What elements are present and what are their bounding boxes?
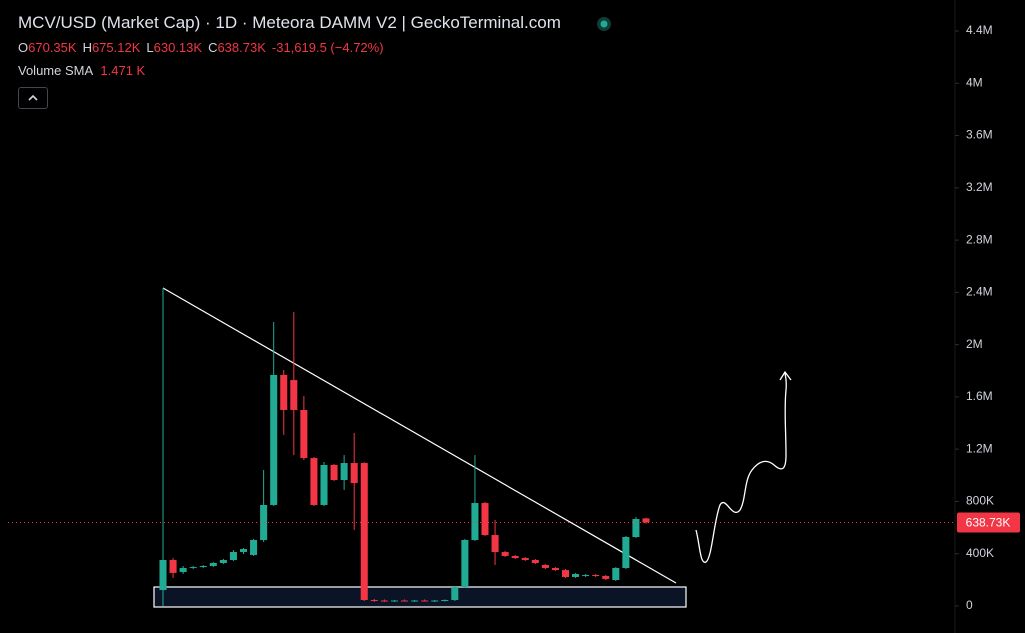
- legend-change: -31,619.5 (−4.72%): [271, 40, 384, 55]
- candle-body: [572, 573, 580, 577]
- indicator-value: 1.471 K: [100, 63, 146, 78]
- legend-key: H: [82, 40, 92, 55]
- legend-value: 630.13K: [153, 40, 203, 55]
- candle-body: [451, 587, 459, 600]
- y-tick-label: 2.4M: [966, 285, 993, 299]
- y-tick-label: 0: [966, 598, 973, 612]
- candle-body: [421, 600, 429, 602]
- candle-body: [582, 575, 590, 577]
- candle-body: [491, 535, 499, 553]
- candle-body: [441, 599, 449, 601]
- candle-body: [411, 600, 419, 602]
- candle-body: [179, 567, 187, 573]
- y-tick-label: 400K: [966, 546, 994, 560]
- y-tick-label: 800K: [966, 494, 994, 508]
- legend-key: C: [208, 40, 218, 55]
- candle-body: [622, 537, 630, 568]
- support-box: [153, 586, 687, 608]
- y-tick-label: 2.8M: [966, 232, 993, 246]
- candle-body: [199, 566, 207, 568]
- last-price-label: 638.73K: [966, 516, 1011, 530]
- candle-body: [290, 380, 298, 410]
- candle-body: [209, 563, 217, 567]
- y-tick-label: 3.6M: [966, 128, 993, 142]
- candle-body: [380, 600, 388, 602]
- ohlc-legend: O670.35K H675.12K L630.13K C638.73K -31,619.…: [18, 40, 390, 55]
- candle-body: [541, 564, 549, 568]
- candle-body: [471, 503, 479, 541]
- candle-body: [189, 567, 197, 569]
- candle-body: [330, 464, 338, 481]
- freehand-arrow: [695, 371, 787, 563]
- candle-body: [350, 463, 358, 484]
- candle-body: [320, 464, 328, 505]
- candle-body: [642, 518, 650, 523]
- candle-body: [400, 600, 409, 602]
- indicator-legend: Volume SMA 1.471 K: [18, 63, 151, 78]
- y-tick-label: 4.4M: [966, 23, 993, 37]
- candle-body: [632, 518, 640, 537]
- candle-body: [481, 503, 489, 536]
- candle-body: [300, 409, 308, 459]
- candle-body: [431, 600, 439, 602]
- candle-body: [602, 575, 610, 579]
- candle-body: [250, 540, 258, 556]
- chart-title: MCV/USD (Market Cap) · 1D · Meteora DAMM…: [18, 13, 561, 32]
- candle-body: [229, 552, 237, 560]
- candle-body: [561, 570, 570, 577]
- arrow-head: [779, 370, 792, 381]
- candle-body: [370, 599, 378, 601]
- caret-icon: [28, 94, 38, 101]
- legend-value: 675.12K: [91, 40, 141, 55]
- candle-body: [169, 560, 177, 573]
- y-tick-label: 4M: [966, 75, 983, 89]
- status-dot-ring: [597, 17, 611, 31]
- candle-body: [310, 458, 318, 505]
- candle-body: [239, 549, 248, 553]
- candle-body: [461, 540, 469, 588]
- candle-body: [360, 463, 368, 600]
- y-tick-label: 2M: [966, 337, 983, 351]
- legend-key: L: [146, 40, 154, 55]
- candle-body: [390, 600, 398, 602]
- trend-line: [162, 287, 677, 584]
- collapse-button[interactable]: [18, 87, 48, 109]
- legend-value: 638.73K: [217, 40, 266, 55]
- last-price-badge: [957, 512, 1020, 533]
- indicator-name: Volume SMA: [18, 63, 94, 78]
- candle-body: [280, 374, 288, 410]
- candle-body: [159, 560, 167, 591]
- candle-body: [270, 374, 278, 505]
- y-tick-label: 1.2M: [966, 441, 993, 455]
- candle-body: [501, 552, 509, 556]
- candle-body: [551, 567, 559, 571]
- candle-body: [531, 560, 539, 564]
- candle-body: [511, 555, 519, 559]
- caret: [28, 94, 38, 101]
- y-tick-label: 1.6M: [966, 389, 993, 403]
- candle-body: [219, 560, 227, 564]
- candle-body: [592, 575, 600, 577]
- candle-body: [521, 558, 529, 560]
- legend-key: O: [18, 40, 29, 55]
- candle-body: [612, 567, 620, 580]
- y-tick-label: 3.2M: [966, 180, 993, 194]
- status-dot: [600, 20, 608, 28]
- candle-body: [260, 504, 268, 541]
- legend-value: 670.35K: [28, 40, 77, 55]
- candle-body: [340, 463, 348, 481]
